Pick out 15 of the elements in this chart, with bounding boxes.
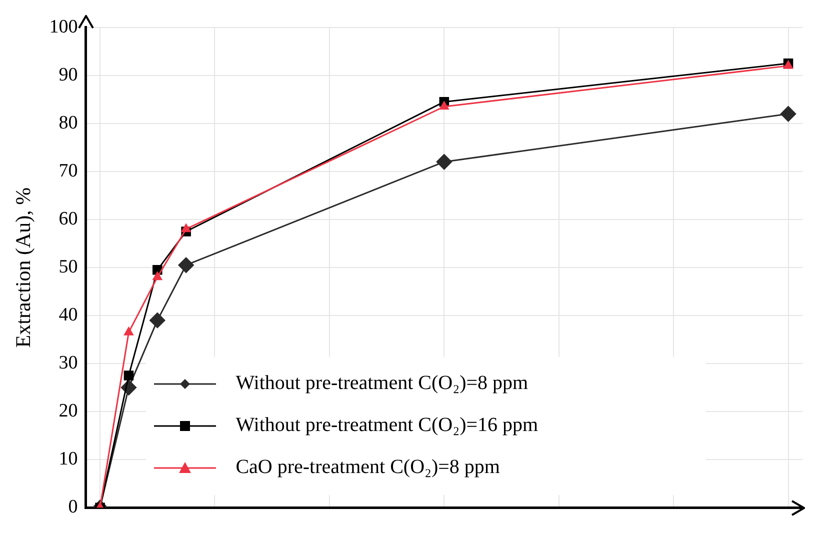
- y-tick-label: 60: [58, 208, 78, 230]
- y-tick-label: 50: [58, 256, 78, 278]
- y-axis-title: Extraction (Au), %: [11, 187, 36, 348]
- y-tick-label: 70: [58, 160, 78, 182]
- legend-label: CaO pre-treatment C(O₂)=8 ppm: [236, 456, 500, 480]
- y-tick-label: 10: [58, 448, 78, 470]
- y-tick-label: 90: [58, 64, 78, 86]
- y-tick-label: 0: [68, 496, 78, 518]
- y-tick-label: 80: [58, 112, 78, 134]
- legend-label: Without pre-treatment C(O₂)=16 ppm: [236, 414, 538, 438]
- y-tick-label: 100: [49, 16, 78, 38]
- y-tick-label: 40: [58, 304, 78, 326]
- y-tick-label: 30: [58, 352, 78, 374]
- legend-label: Without pre-treatment C(O₂)=8 ppm: [236, 372, 528, 396]
- y-tick-label: 20: [58, 400, 78, 422]
